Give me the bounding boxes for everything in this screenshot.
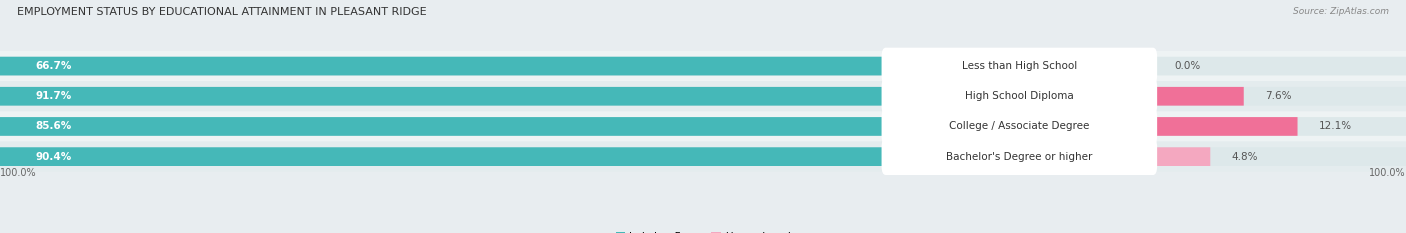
Text: 0.0%: 0.0%	[1174, 61, 1201, 71]
FancyBboxPatch shape	[882, 108, 1157, 145]
FancyBboxPatch shape	[0, 51, 1406, 81]
Text: 91.7%: 91.7%	[35, 91, 72, 101]
FancyBboxPatch shape	[0, 57, 1406, 75]
FancyBboxPatch shape	[0, 87, 1406, 106]
Legend: In Labor Force, Unemployed: In Labor Force, Unemployed	[612, 228, 794, 233]
Text: 12.1%: 12.1%	[1319, 121, 1351, 131]
Text: 100.0%: 100.0%	[1369, 168, 1406, 178]
Text: 100.0%: 100.0%	[0, 168, 37, 178]
FancyBboxPatch shape	[0, 117, 886, 136]
FancyBboxPatch shape	[0, 111, 1406, 141]
Text: 90.4%: 90.4%	[35, 152, 72, 162]
FancyBboxPatch shape	[0, 147, 886, 166]
Text: 66.7%: 66.7%	[35, 61, 72, 71]
Text: EMPLOYMENT STATUS BY EDUCATIONAL ATTAINMENT IN PLEASANT RIDGE: EMPLOYMENT STATUS BY EDUCATIONAL ATTAINM…	[17, 7, 426, 17]
Text: Less than High School: Less than High School	[962, 61, 1077, 71]
FancyBboxPatch shape	[0, 141, 1406, 172]
Text: High School Diploma: High School Diploma	[965, 91, 1074, 101]
FancyBboxPatch shape	[0, 117, 1406, 136]
Text: Bachelor's Degree or higher: Bachelor's Degree or higher	[946, 152, 1092, 162]
FancyBboxPatch shape	[1153, 117, 1298, 136]
FancyBboxPatch shape	[0, 147, 1406, 166]
FancyBboxPatch shape	[0, 57, 886, 75]
Text: 4.8%: 4.8%	[1232, 152, 1258, 162]
Text: Source: ZipAtlas.com: Source: ZipAtlas.com	[1294, 7, 1389, 16]
Text: 85.6%: 85.6%	[35, 121, 72, 131]
FancyBboxPatch shape	[1153, 87, 1244, 106]
FancyBboxPatch shape	[1153, 147, 1211, 166]
FancyBboxPatch shape	[882, 78, 1157, 115]
Text: 7.6%: 7.6%	[1265, 91, 1291, 101]
FancyBboxPatch shape	[0, 87, 886, 106]
FancyBboxPatch shape	[0, 81, 1406, 111]
FancyBboxPatch shape	[882, 48, 1157, 85]
Text: College / Associate Degree: College / Associate Degree	[949, 121, 1090, 131]
FancyBboxPatch shape	[882, 138, 1157, 175]
